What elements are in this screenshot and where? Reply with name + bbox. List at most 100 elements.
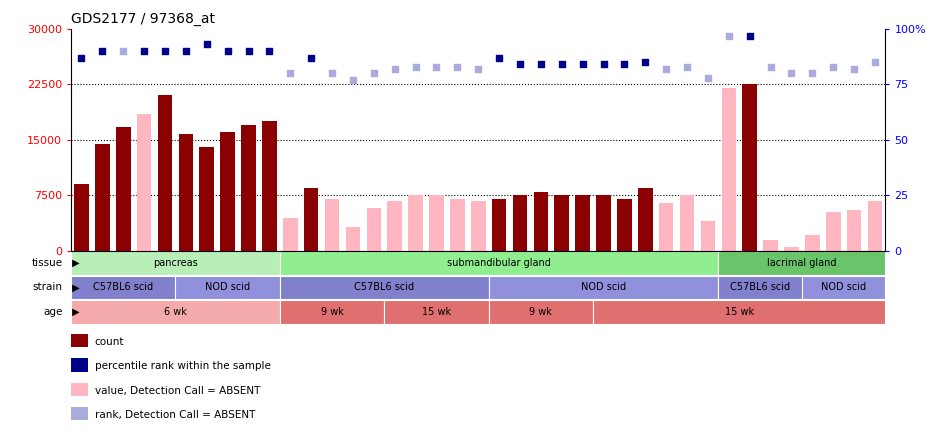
Point [554, 61, 569, 68]
Bar [71, 251, 280, 275]
Point [847, 65, 862, 72]
Bar [847, 210, 862, 251]
Point [596, 61, 611, 68]
Point [199, 41, 214, 48]
Point [429, 63, 444, 70]
Bar [576, 195, 590, 251]
Text: C57BL6 scid: C57BL6 scid [730, 282, 790, 293]
Text: age: age [44, 307, 63, 317]
Bar [175, 276, 280, 299]
Bar [71, 300, 280, 324]
Point [325, 70, 340, 77]
Text: percentile rank within the sample: percentile rank within the sample [95, 361, 271, 371]
Point [471, 65, 486, 72]
Bar [489, 300, 593, 324]
Bar [366, 208, 381, 251]
Point [136, 48, 152, 55]
Bar [95, 143, 110, 251]
Point [763, 63, 778, 70]
Text: GDS2177 / 97368_at: GDS2177 / 97368_at [71, 12, 215, 27]
Text: NOD scid: NOD scid [581, 282, 626, 293]
Bar [867, 201, 883, 251]
Point [867, 59, 883, 66]
Point [116, 48, 131, 55]
Text: 9 wk: 9 wk [529, 307, 552, 317]
Point [637, 59, 652, 66]
Point [722, 32, 737, 39]
Text: 9 wk: 9 wk [321, 307, 344, 317]
Bar [638, 188, 652, 251]
Bar [805, 234, 820, 251]
Bar [387, 201, 402, 251]
Bar [617, 199, 632, 251]
Bar [71, 276, 175, 299]
Point [512, 61, 527, 68]
Bar [784, 247, 798, 251]
Text: rank, Detection Call = ABSENT: rank, Detection Call = ABSENT [95, 410, 255, 420]
Bar [802, 276, 885, 299]
Text: ▶: ▶ [69, 282, 80, 293]
Point [157, 48, 172, 55]
Text: ▶: ▶ [69, 258, 80, 268]
Text: pancreas: pancreas [153, 258, 198, 268]
Text: C57BL6 scid: C57BL6 scid [354, 282, 415, 293]
Bar [74, 184, 89, 251]
Bar [429, 195, 444, 251]
Text: NOD scid: NOD scid [205, 282, 250, 293]
Bar [593, 300, 885, 324]
Bar [489, 276, 719, 299]
Point [74, 54, 89, 61]
Bar [742, 84, 757, 251]
Bar [597, 195, 611, 251]
Point [533, 61, 548, 68]
Point [178, 48, 193, 55]
Point [346, 76, 361, 83]
Bar [722, 88, 736, 251]
Point [366, 70, 382, 77]
Bar [280, 276, 489, 299]
Point [742, 32, 758, 39]
Text: submandibular gland: submandibular gland [447, 258, 551, 268]
Bar [283, 218, 297, 251]
Bar [304, 188, 318, 251]
Text: count: count [95, 337, 124, 347]
Bar [116, 127, 131, 251]
Bar [136, 114, 152, 251]
Bar [280, 300, 384, 324]
Point [658, 65, 673, 72]
Bar [719, 251, 885, 275]
Bar [719, 276, 802, 299]
Point [450, 63, 465, 70]
Text: C57BL6 scid: C57BL6 scid [93, 282, 153, 293]
Bar [512, 195, 527, 251]
Point [283, 70, 298, 77]
Text: NOD scid: NOD scid [821, 282, 867, 293]
Bar [158, 95, 172, 251]
Text: value, Detection Call = ABSENT: value, Detection Call = ABSENT [95, 386, 260, 396]
Bar [262, 121, 277, 251]
Bar [200, 147, 214, 251]
Text: 15 wk: 15 wk [422, 307, 451, 317]
Bar [533, 192, 548, 251]
Bar [384, 300, 489, 324]
Point [261, 48, 277, 55]
Bar [701, 221, 715, 251]
Bar [280, 251, 719, 275]
Text: strain: strain [33, 282, 63, 293]
Bar [659, 203, 673, 251]
Text: 15 wk: 15 wk [724, 307, 754, 317]
Text: 6 wk: 6 wk [164, 307, 187, 317]
Point [784, 70, 799, 77]
Point [95, 48, 110, 55]
Bar [471, 201, 486, 251]
Bar [241, 125, 256, 251]
Bar [179, 134, 193, 251]
Point [805, 70, 820, 77]
Point [826, 63, 841, 70]
Bar [826, 212, 841, 251]
Text: ▶: ▶ [69, 307, 80, 317]
Text: lacrimal gland: lacrimal gland [767, 258, 836, 268]
Point [701, 74, 716, 81]
Bar [680, 195, 694, 251]
Bar [346, 227, 360, 251]
